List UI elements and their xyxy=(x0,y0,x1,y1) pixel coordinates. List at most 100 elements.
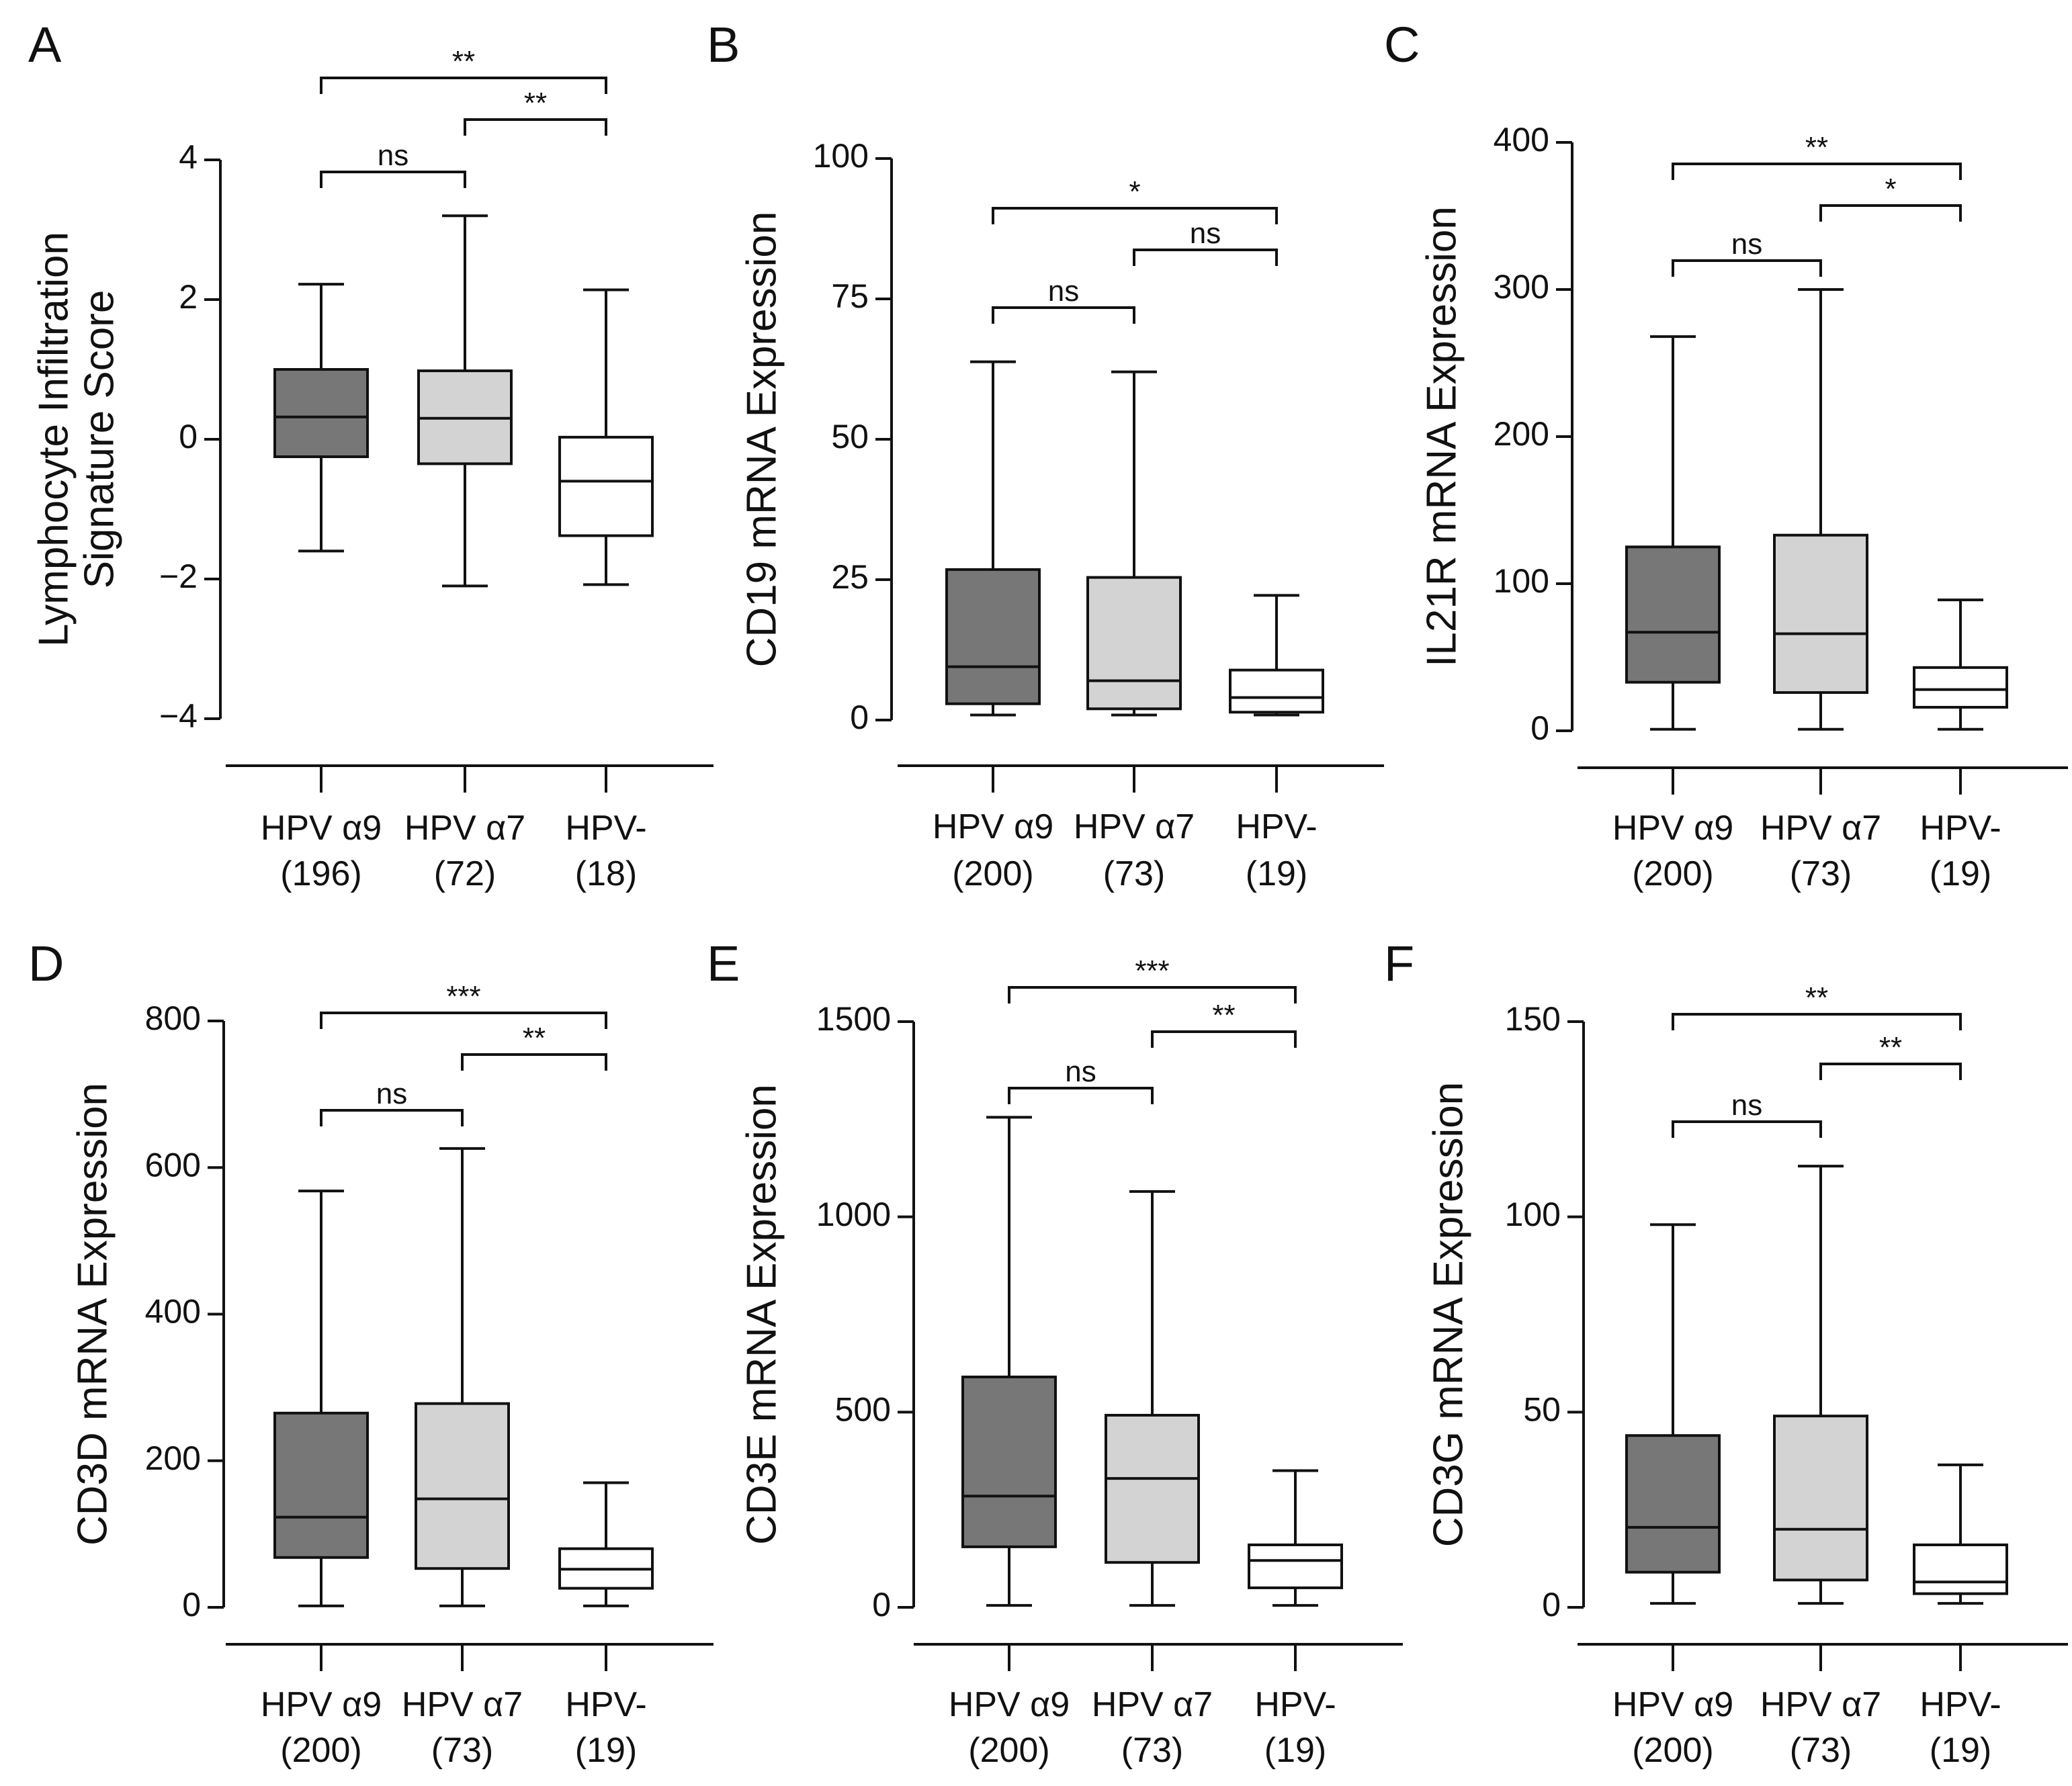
bracket-line xyxy=(464,118,607,136)
y-axis-label: CD3G mRNA Expression xyxy=(1425,1082,1471,1548)
significance-bracket: ns xyxy=(992,275,1135,324)
box-iqr xyxy=(961,1376,1057,1548)
box-iqr xyxy=(1105,1413,1200,1564)
y-tick-label: 50 xyxy=(1523,1391,1561,1429)
bracket-line xyxy=(1672,259,1822,277)
box-iqr xyxy=(1086,576,1182,711)
significance-label: ns xyxy=(1731,228,1762,261)
category-count: (196) xyxy=(280,854,361,893)
panel-letter: C xyxy=(1384,17,1420,73)
y-tick-label: 200 xyxy=(145,1439,201,1477)
category-label: HPV- xyxy=(1254,1685,1336,1724)
bracket-line xyxy=(1151,1030,1297,1048)
box-iqr xyxy=(1625,545,1721,684)
y-tick-label: 0 xyxy=(179,418,198,455)
category-label: HPV- xyxy=(1919,1685,2001,1724)
y-tick-label: 400 xyxy=(1494,121,1549,159)
bracket-line xyxy=(1672,1120,1822,1138)
box-iqr xyxy=(1913,1543,2008,1595)
box-1 xyxy=(1625,1223,1721,1605)
y-tick-label: 100 xyxy=(1494,562,1549,600)
bracket-line xyxy=(1819,1063,1962,1080)
category-count: (72) xyxy=(434,854,496,893)
significance-bracket: ** xyxy=(1672,981,1962,1030)
significance-label: * xyxy=(1885,173,1896,206)
category-count: (200) xyxy=(280,1731,361,1770)
significance-bracket: ns xyxy=(1133,217,1278,266)
box-iqr xyxy=(1625,1434,1721,1574)
significance-bracket: *** xyxy=(1008,954,1297,1003)
panel-letter: D xyxy=(28,936,64,991)
y-tick-label: −2 xyxy=(159,557,198,595)
category-count: (73) xyxy=(1121,1731,1183,1770)
y-tick-label: 0 xyxy=(850,699,869,736)
y-axis-label: CD3E mRNA Expression xyxy=(738,1084,785,1545)
y-tick-label: 400 xyxy=(145,1293,201,1331)
box-iqr xyxy=(1248,1543,1343,1589)
bracket-line xyxy=(1672,163,1962,180)
bracket-line xyxy=(992,207,1278,224)
box-3 xyxy=(1248,1469,1343,1607)
y-axis-label: Lymphocyte Infiltration xyxy=(30,232,77,647)
significance-bracket: ns xyxy=(1008,1055,1154,1104)
category-label: HPV- xyxy=(1236,807,1317,846)
category-label: HPV α7 xyxy=(404,809,525,848)
significance-bracket: ns xyxy=(1672,228,1822,277)
significance-bracket: ** xyxy=(1151,999,1297,1048)
significance-label: ns xyxy=(1190,217,1221,250)
significance-bracket: ns xyxy=(320,139,466,188)
significance-label: ** xyxy=(1805,131,1828,164)
panel-e: E CD3E mRNA Expression 1500 1000 500 0 HPV α9 (… xyxy=(707,936,1403,1770)
panel-letter: F xyxy=(1384,936,1414,991)
bracket-line xyxy=(1008,1087,1154,1104)
box-3 xyxy=(1913,598,2008,731)
box-2 xyxy=(1086,370,1182,717)
panel-letter: B xyxy=(707,17,740,73)
box-iqr xyxy=(273,368,369,458)
box-iqr xyxy=(415,1402,510,1570)
significance-label: ns xyxy=(1065,1055,1096,1088)
significance-label: ns xyxy=(378,139,408,172)
significance-label: ns xyxy=(1731,1089,1762,1122)
y-tick-label: 500 xyxy=(835,1391,891,1429)
box-2 xyxy=(417,214,513,588)
category-count: (73) xyxy=(1790,1731,1852,1770)
bracket-line xyxy=(1819,204,1962,222)
y-tick-label: 100 xyxy=(813,137,869,175)
box-2 xyxy=(1105,1190,1200,1607)
box-3 xyxy=(1913,1463,2008,1605)
significance-label: ** xyxy=(1879,1031,1902,1064)
category-count: (19) xyxy=(1930,1731,1991,1770)
box-iqr xyxy=(1773,1415,1868,1582)
y-tick-label: 300 xyxy=(1494,268,1549,306)
box-iqr xyxy=(273,1411,369,1559)
category-label: HPV- xyxy=(1919,809,2001,848)
bracket-line xyxy=(992,306,1135,324)
category-label: HPV α7 xyxy=(1760,809,1881,848)
y-axis-label: CD3D mRNA Expression xyxy=(69,1083,116,1546)
category-count: (19) xyxy=(575,1731,637,1770)
significance-bracket: *** xyxy=(320,980,607,1029)
category-label: HPV α7 xyxy=(1092,1685,1213,1724)
panel-letter: E xyxy=(707,936,740,991)
significance-label: ** xyxy=(452,45,475,78)
category-label: HPV- xyxy=(565,1685,646,1724)
category-count: (19) xyxy=(1246,854,1307,893)
significance-label: *** xyxy=(446,980,480,1013)
significance-label: ns xyxy=(376,1077,407,1110)
category-label: HPV- xyxy=(565,809,646,848)
box-2 xyxy=(1773,1165,1868,1605)
significance-label: ** xyxy=(1805,981,1828,1014)
bracket-line xyxy=(320,171,466,188)
y-tick-label: 200 xyxy=(1494,415,1549,453)
significance-bracket: * xyxy=(992,175,1278,224)
y-tick-label: 0 xyxy=(1530,709,1549,747)
panel-d: D CD3D mRNA Expression 800 600 400 200 0 HPV α9… xyxy=(28,936,714,1770)
y-tick-label: 0 xyxy=(182,1586,201,1623)
y-tick-label: 2 xyxy=(179,278,198,316)
box-3 xyxy=(558,1481,654,1607)
box-1 xyxy=(273,1190,369,1607)
bracket-line xyxy=(320,1012,607,1029)
panel-b: B CD19 mRNA Expression 100 75 50 25 0 HPV α9 (20… xyxy=(707,17,1384,893)
